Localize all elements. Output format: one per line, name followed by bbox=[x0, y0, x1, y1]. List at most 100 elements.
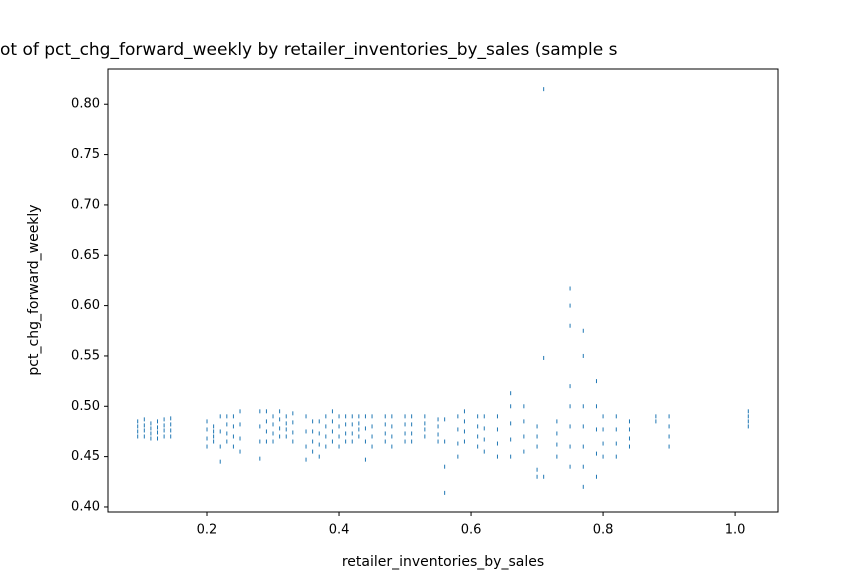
point bbox=[424, 427, 426, 432]
point bbox=[312, 429, 314, 434]
point bbox=[150, 436, 152, 441]
point bbox=[345, 431, 347, 436]
point bbox=[615, 441, 617, 446]
point bbox=[292, 439, 294, 444]
point bbox=[157, 419, 159, 424]
point bbox=[437, 417, 439, 422]
point bbox=[292, 430, 294, 435]
point bbox=[595, 379, 597, 384]
point bbox=[582, 484, 584, 489]
point bbox=[371, 414, 373, 419]
point bbox=[279, 434, 281, 439]
point bbox=[404, 431, 406, 436]
point bbox=[137, 424, 139, 429]
point bbox=[239, 449, 241, 454]
point bbox=[371, 434, 373, 439]
point bbox=[351, 414, 353, 419]
point bbox=[655, 414, 657, 419]
point bbox=[325, 424, 327, 429]
point bbox=[351, 431, 353, 436]
point bbox=[143, 434, 145, 439]
point bbox=[206, 419, 208, 424]
point bbox=[213, 429, 215, 434]
point bbox=[232, 424, 234, 429]
point bbox=[170, 434, 172, 439]
point bbox=[318, 442, 320, 447]
point bbox=[325, 414, 327, 419]
point bbox=[364, 439, 366, 444]
point bbox=[477, 424, 479, 429]
point bbox=[345, 422, 347, 427]
point bbox=[364, 414, 366, 419]
point bbox=[444, 464, 446, 469]
x-tick-label: 1.0 bbox=[725, 523, 746, 538]
point bbox=[358, 414, 360, 419]
point bbox=[305, 457, 307, 462]
point bbox=[615, 454, 617, 459]
x-tick-label: 0.2 bbox=[197, 523, 218, 538]
point bbox=[628, 444, 630, 449]
plot-frame bbox=[107, 68, 779, 513]
point bbox=[457, 427, 459, 432]
point bbox=[569, 444, 571, 449]
point bbox=[331, 419, 333, 424]
point bbox=[424, 414, 426, 419]
point bbox=[444, 417, 446, 422]
point bbox=[582, 424, 584, 429]
point bbox=[391, 424, 393, 429]
point bbox=[265, 439, 267, 444]
point bbox=[232, 444, 234, 449]
point bbox=[213, 424, 215, 429]
point bbox=[569, 424, 571, 429]
point bbox=[331, 409, 333, 414]
point bbox=[496, 427, 498, 432]
point bbox=[404, 414, 406, 419]
point bbox=[628, 419, 630, 424]
point bbox=[351, 422, 353, 427]
point bbox=[391, 414, 393, 419]
point bbox=[582, 464, 584, 469]
point bbox=[384, 422, 386, 427]
point bbox=[163, 417, 165, 422]
point bbox=[358, 421, 360, 426]
point bbox=[569, 303, 571, 308]
point bbox=[285, 421, 287, 426]
point bbox=[279, 426, 281, 431]
point bbox=[239, 409, 241, 414]
point bbox=[163, 428, 165, 433]
point bbox=[437, 424, 439, 429]
point bbox=[345, 414, 347, 419]
point bbox=[219, 414, 221, 419]
point bbox=[157, 425, 159, 430]
point bbox=[536, 444, 538, 449]
point bbox=[213, 439, 215, 444]
point bbox=[747, 419, 749, 424]
y-tick-label: 0.80 bbox=[71, 97, 100, 112]
point bbox=[137, 429, 139, 434]
point bbox=[358, 427, 360, 432]
point bbox=[628, 427, 630, 432]
point bbox=[747, 424, 749, 429]
point bbox=[265, 409, 267, 414]
point bbox=[463, 409, 465, 414]
point bbox=[404, 422, 406, 427]
point bbox=[285, 414, 287, 419]
point bbox=[259, 424, 261, 429]
point bbox=[312, 449, 314, 454]
point bbox=[384, 431, 386, 436]
point bbox=[424, 421, 426, 426]
point bbox=[457, 441, 459, 446]
point bbox=[536, 434, 538, 439]
point bbox=[483, 414, 485, 419]
point bbox=[318, 431, 320, 436]
point bbox=[424, 434, 426, 439]
point bbox=[157, 430, 159, 435]
point bbox=[150, 426, 152, 431]
point bbox=[272, 414, 274, 419]
point bbox=[483, 449, 485, 454]
point bbox=[463, 429, 465, 434]
point bbox=[536, 424, 538, 429]
point bbox=[137, 434, 139, 439]
point bbox=[523, 419, 525, 424]
point bbox=[543, 474, 545, 479]
